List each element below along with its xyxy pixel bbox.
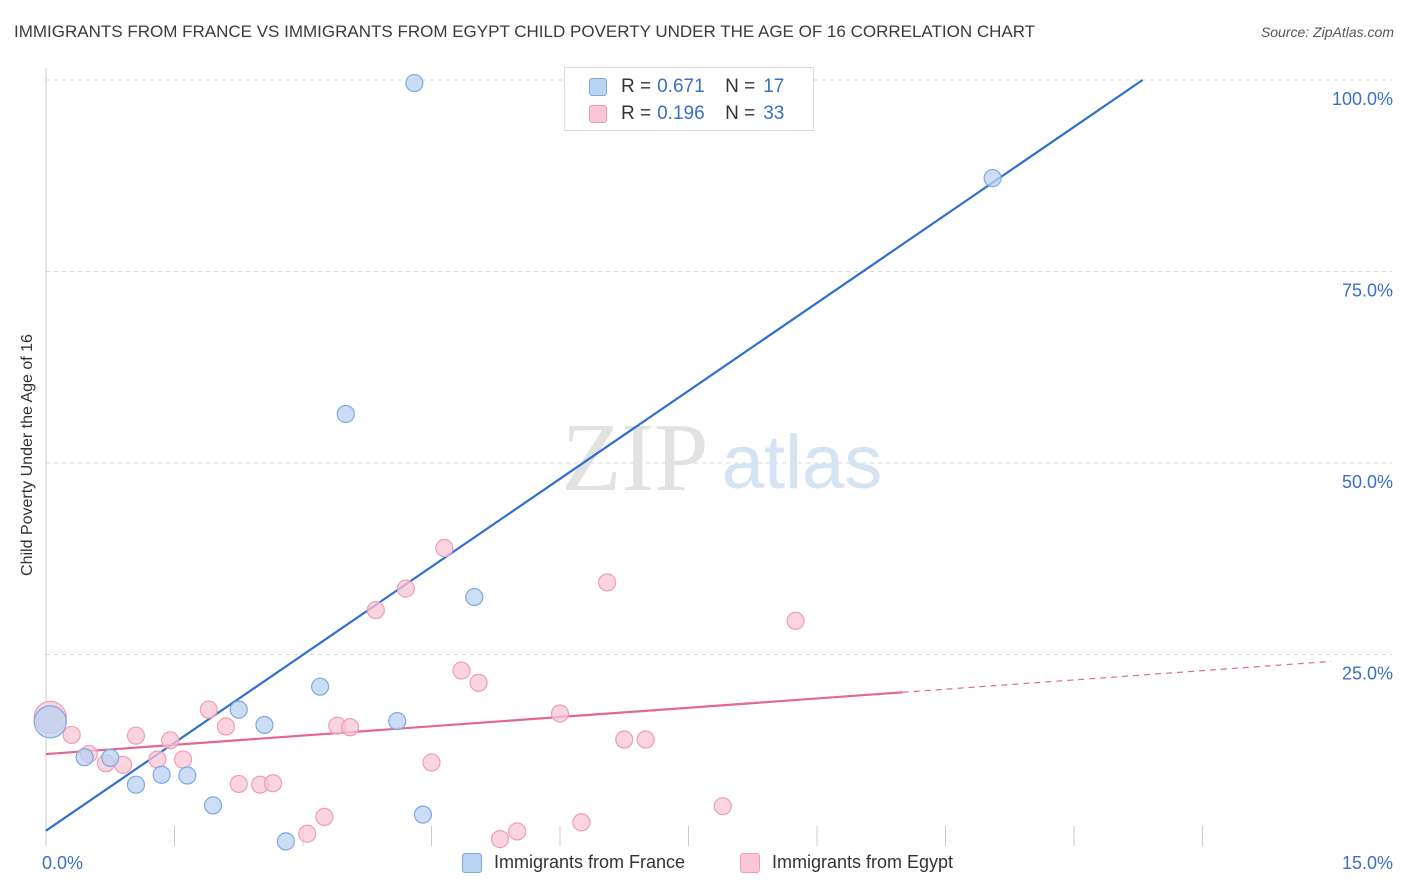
legend-row-france: R = 0.671 N = 17 [589,75,784,99]
egypt-point [435,538,454,558]
watermark: ZIP atlas [562,404,883,512]
legend-n-value-france: 17 [763,76,785,97]
egypt-point [126,726,146,745]
france-point [311,677,330,696]
egypt-point [636,730,655,749]
france-point [152,765,171,784]
x-tick-label: 0.0% [42,853,83,873]
legend-label-france: Immigrants from France [494,852,686,872]
france-point [405,73,424,93]
egypt-point [598,573,617,592]
chart-title: IMMIGRANTS FROM FRANCE VS IMMIGRANTS FRO… [14,22,1036,41]
france-point [101,748,120,768]
trend-line-0 [45,79,1144,832]
y-tick-label: 50.0% [1342,472,1393,492]
legend-swatch-egypt [740,852,760,873]
france-point [178,766,197,785]
source-label: Source: ZipAtlas.com [1260,24,1394,40]
legend-label-egypt: Immigrants from Egypt [772,852,954,872]
legend-r-label: R = [621,76,652,97]
france-point [203,796,223,815]
legend-r-label: R = [621,103,652,124]
legend-n-label: N = [725,103,756,124]
legend-row-egypt: R = 0.196 N = 33 [589,102,784,126]
egypt-point [452,661,471,680]
y-axis-label: Child Poverty Under the Age of 16 [19,334,36,576]
egypt-point [148,750,167,769]
france-point [983,168,1002,188]
egypt-point [713,797,732,816]
france-point [413,805,433,824]
points-layer [33,73,1002,851]
legend-n-label: N = [725,76,756,97]
egypt-point [490,830,510,849]
legend-n-value-egypt: 33 [763,103,785,124]
legend-item-france[interactable]: Immigrants from France [462,852,685,873]
egypt-point [572,813,591,832]
trend-line-1 [45,691,903,756]
france-point [465,587,484,607]
egypt-point [161,731,180,750]
grid-layer [46,79,1392,655]
egypt-point [199,700,218,719]
egypt-point [786,611,805,630]
egypt-point [396,579,415,598]
france-point [229,700,248,719]
france-point [126,775,146,794]
egypt-point [216,717,235,736]
egypt-point [615,730,634,749]
egypt-point [366,600,385,620]
egypt-point [469,673,488,692]
france-point [255,715,274,735]
y-tick-label: 100.0% [1332,89,1393,109]
egypt-point [341,718,360,737]
egypt-point [422,753,441,772]
tick-labels: 25.0% 50.0% 75.0% 100.0% 0.0% 15.0% [42,89,1393,873]
legend-item-egypt[interactable]: Immigrants from Egypt [740,852,953,873]
france-point [276,832,295,851]
legend-swatch-egypt [589,105,607,123]
legend-r-value-egypt: 0.196 [657,103,705,124]
france-point [336,404,355,424]
france-point [33,705,67,739]
egypt-point [62,725,81,745]
y-tick-label: 75.0% [1342,281,1393,301]
stats-legend: R = 0.671 N = 17 R = 0.196 N = 33 [564,67,814,131]
y-tick-label: 25.0% [1342,664,1393,684]
egypt-point [229,774,248,794]
trend-lines [45,79,1332,832]
france-point [388,712,407,731]
legend-swatch-france [462,852,482,873]
x-tick-label: 15.0% [1342,853,1393,873]
egypt-point [315,807,334,826]
watermark-zip: ZIP [562,404,709,512]
egypt-point [298,824,317,843]
egypt-point [508,822,527,841]
trend-line-extension-1 [902,660,1332,693]
legend-r-value-france: 0.671 [657,76,705,97]
egypt-point [263,774,283,793]
legend-swatch-france [589,78,607,96]
egypt-point [550,704,570,723]
egypt-point [173,750,193,769]
france-point [75,748,94,767]
series-legend: Immigrants from France Immigrants from E… [0,852,1406,878]
watermark-atlas: atlas [722,420,883,505]
